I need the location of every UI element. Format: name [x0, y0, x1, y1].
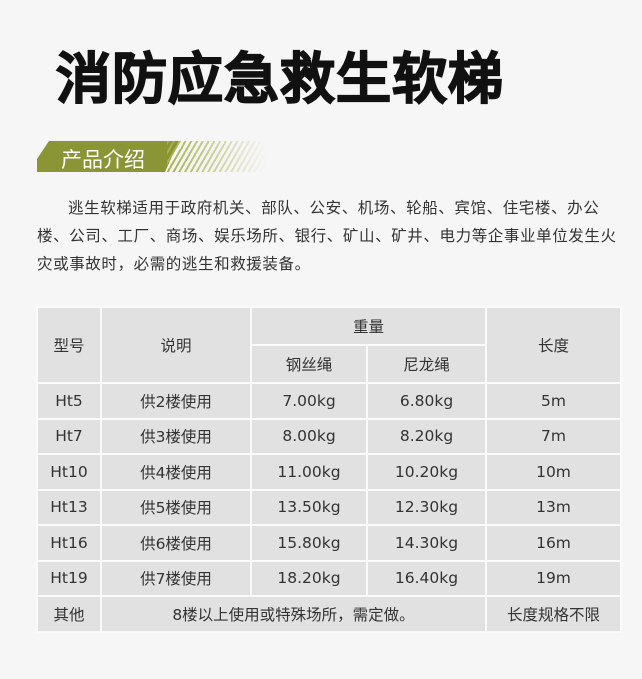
header-nylon: 尼龙绳	[366, 344, 487, 384]
cell-desc: 供6楼使用	[100, 524, 252, 562]
cell-steel: 7.00kg	[250, 382, 368, 420]
cell-model: Ht16	[36, 524, 102, 562]
section-banner: 产品介绍	[37, 141, 267, 172]
table-row-other: 其他 8楼以上使用或特殊场所，需定做。 长度规格不限	[36, 595, 622, 633]
cell-steel: 13.50kg	[250, 488, 368, 526]
header-steel: 钢丝绳	[250, 344, 368, 384]
cell-desc: 供2楼使用	[100, 382, 252, 420]
cell-nylon: 16.40kg	[366, 559, 487, 597]
cell-steel: 18.20kg	[250, 559, 368, 597]
cell-length: 10m	[485, 453, 622, 491]
page-title: 消防应急救生软梯	[55, 46, 505, 112]
cell-nylon: 8.20kg	[366, 417, 487, 455]
section-title: 产品介绍	[61, 148, 145, 172]
cell-desc: 供7楼使用	[100, 559, 252, 597]
cell-desc: 供4楼使用	[100, 453, 252, 491]
cell-nylon: 10.20kg	[366, 453, 487, 491]
cell-desc: 供5楼使用	[100, 488, 252, 526]
intro-paragraph: 逃生软梯适用于政府机关、部队、公安、机场、轮船、宾馆、住宅楼、办公楼、公司、工厂…	[37, 199, 617, 273]
table-row: Ht5 供2楼使用 7.00kg 6.80kg 5m	[36, 382, 622, 420]
cell-length: 5m	[485, 382, 622, 420]
intro-text: 逃生软梯适用于政府机关、部队、公安、机场、轮船、宾馆、住宅楼、办公楼、公司、工厂…	[37, 194, 627, 278]
cell-model: Ht5	[36, 382, 102, 420]
table-row: Ht13 供5楼使用 13.50kg 12.30kg 13m	[36, 488, 622, 526]
cell-nylon: 12.30kg	[366, 488, 487, 526]
cell-steel: 8.00kg	[250, 417, 368, 455]
table-row: Ht19 供7楼使用 18.20kg 16.40kg 19m	[36, 559, 622, 597]
header-model: 型号	[36, 306, 102, 384]
cell-length: 长度规格不限	[485, 595, 622, 633]
cell-length: 19m	[485, 559, 622, 597]
cell-model: 其他	[36, 595, 102, 633]
cell-model: Ht19	[36, 559, 102, 597]
cell-steel: 15.80kg	[250, 524, 368, 562]
cell-length: 7m	[485, 417, 622, 455]
cell-desc: 8楼以上使用或特殊场所，需定做。	[100, 595, 487, 633]
header-length: 长度	[485, 306, 622, 384]
cell-model: Ht7	[36, 417, 102, 455]
cell-desc: 供3楼使用	[100, 417, 252, 455]
cell-model: Ht10	[36, 453, 102, 491]
table-row: Ht16 供6楼使用 15.80kg 14.30kg 16m	[36, 524, 622, 562]
table-row: Ht10 供4楼使用 11.00kg 10.20kg 10m	[36, 453, 622, 491]
cell-steel: 11.00kg	[250, 453, 368, 491]
header-desc: 说明	[100, 306, 252, 384]
header-weight: 重量	[250, 306, 487, 346]
cell-nylon: 6.80kg	[366, 382, 487, 420]
cell-nylon: 14.30kg	[366, 524, 487, 562]
cell-length: 13m	[485, 488, 622, 526]
cell-length: 16m	[485, 524, 622, 562]
cell-model: Ht13	[36, 488, 102, 526]
spec-table: 型号 说明 重量 长度 钢丝绳 尼龙绳 Ht5 供2楼使用 7.00kg 6.80kg…	[36, 306, 622, 633]
table-row: Ht7 供3楼使用 8.00kg 8.20kg 7m	[36, 417, 622, 455]
